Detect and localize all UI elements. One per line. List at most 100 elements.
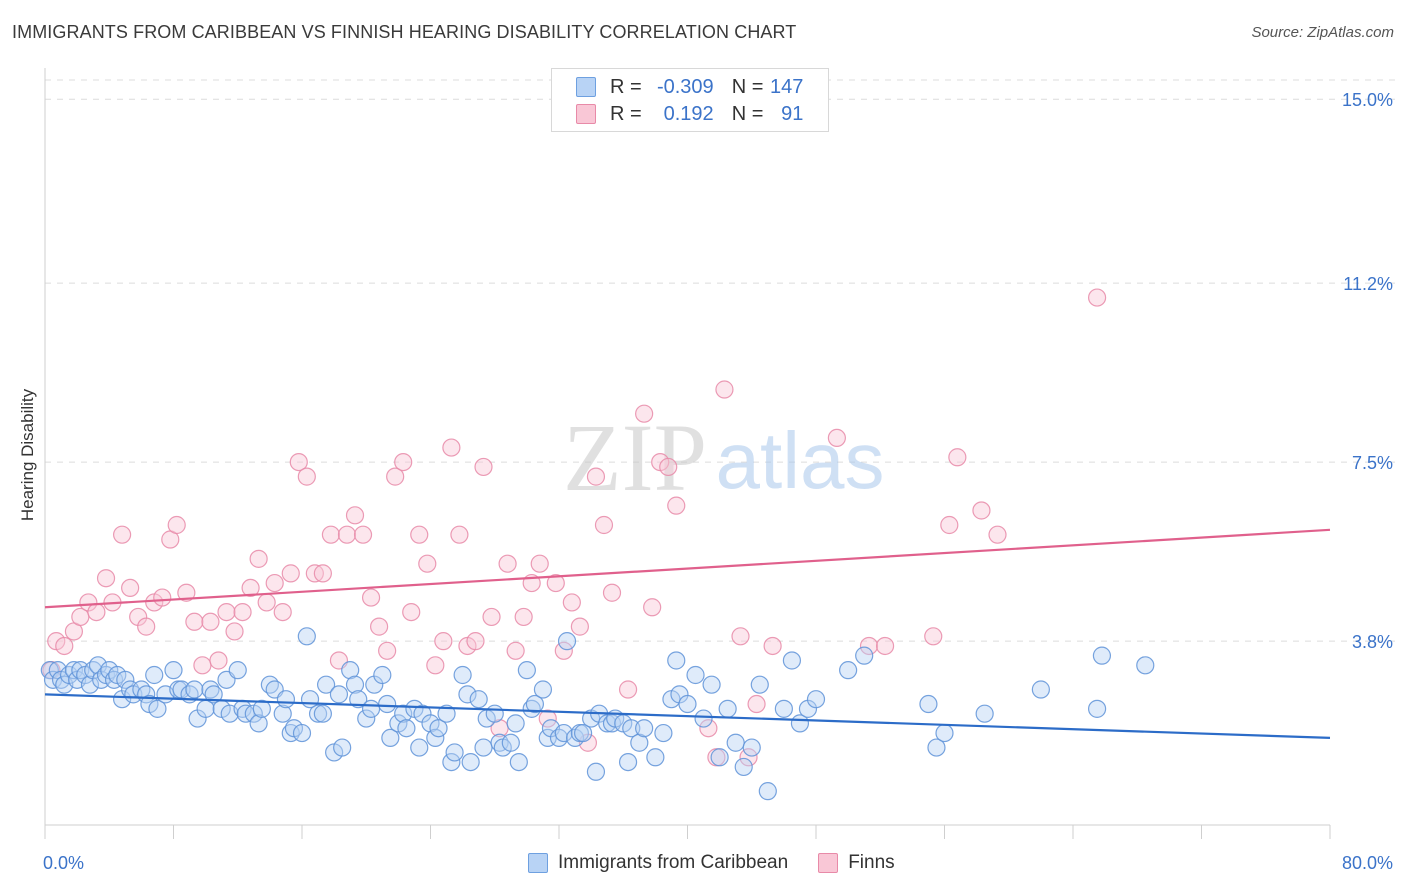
data-point	[694, 709, 713, 728]
y-axis-label: Hearing Disability	[18, 388, 37, 521]
data-point	[498, 554, 517, 573]
r-value: 0.192	[663, 102, 714, 125]
data-point	[193, 656, 212, 675]
data-point	[308, 704, 328, 723]
data-point	[501, 733, 520, 752]
data-point	[635, 404, 654, 423]
legend-row-caribbean: R = -0.309 N = 147	[576, 75, 803, 99]
data-point	[635, 719, 654, 738]
data-point	[517, 661, 536, 680]
data-point	[482, 607, 501, 627]
data-point	[466, 632, 485, 651]
data-point	[715, 380, 734, 399]
data-point	[381, 728, 400, 748]
data-point	[530, 554, 549, 573]
data-point	[418, 554, 437, 573]
legend-item-finns[interactable]: Finns	[818, 852, 895, 874]
data-point	[514, 607, 533, 627]
data-point	[228, 661, 247, 680]
data-point	[525, 694, 545, 714]
data-point	[442, 752, 461, 772]
data-point	[378, 694, 397, 714]
data-point	[1031, 680, 1050, 699]
data-point	[349, 690, 368, 709]
series-finns	[42, 288, 1107, 767]
data-point	[87, 602, 106, 622]
data-point	[116, 670, 135, 689]
data-point	[402, 602, 421, 622]
data-point	[252, 699, 271, 718]
data-point	[353, 525, 373, 544]
data-point	[875, 636, 895, 656]
data-point	[442, 438, 461, 457]
data-point	[782, 651, 802, 670]
data-point	[554, 723, 573, 743]
data-point	[774, 699, 793, 718]
data-point	[731, 627, 750, 646]
data-point	[297, 627, 316, 646]
data-point	[167, 515, 186, 535]
legend-label-finns: Finns	[848, 852, 895, 873]
blue-swatch-icon	[576, 77, 596, 97]
data-point	[361, 588, 381, 607]
data-point	[699, 719, 718, 738]
legend-item-caribbean[interactable]: Immigrants from Caribbean	[528, 852, 788, 874]
data-point	[594, 515, 614, 535]
y-tick-label: 15.0%	[1342, 90, 1393, 110]
data-point	[646, 748, 665, 767]
data-point	[622, 719, 641, 738]
data-point	[241, 578, 260, 598]
series-legend: Immigrants from Caribbean Finns	[528, 852, 925, 874]
data-point	[64, 661, 84, 680]
data-point	[546, 573, 565, 593]
data-point	[562, 593, 581, 612]
data-point	[678, 694, 697, 714]
chart-title: IMMIGRANTS FROM CARIBBEAN VS FINNISH HEA…	[12, 22, 797, 42]
data-point	[313, 704, 332, 723]
data-point	[710, 748, 729, 767]
data-point	[1087, 288, 1107, 307]
data-point	[394, 452, 413, 472]
data-point	[618, 752, 638, 772]
data-point	[602, 583, 622, 602]
data-point	[686, 665, 705, 685]
data-point	[378, 641, 397, 660]
data-point	[538, 709, 557, 728]
data-point	[659, 457, 678, 477]
data-point	[469, 690, 488, 709]
data-point	[410, 525, 429, 544]
data-point	[557, 632, 577, 651]
data-point	[474, 738, 493, 757]
y-tick-label: 11.2%	[1343, 274, 1393, 294]
data-point	[273, 704, 292, 723]
x-tick-label: 0.0%	[43, 853, 84, 873]
data-point	[316, 675, 336, 694]
data-point	[321, 525, 341, 544]
n-value: 147	[770, 75, 804, 98]
data-point	[972, 501, 991, 520]
n-label: N =	[731, 102, 764, 125]
data-point	[249, 549, 268, 568]
data-point	[426, 656, 445, 675]
data-point	[806, 690, 826, 709]
data-point	[370, 617, 389, 636]
data-point	[397, 719, 416, 738]
data-point	[533, 680, 553, 699]
chart-source: Source: ZipAtlas.com	[1251, 24, 1394, 41]
data-point	[506, 641, 525, 660]
data-point	[758, 782, 777, 801]
data-point	[927, 738, 946, 757]
data-point	[859, 636, 879, 656]
data-point	[80, 675, 100, 694]
data-point	[948, 448, 967, 467]
n-value: 91	[781, 102, 804, 125]
data-point	[750, 675, 769, 694]
data-point	[361, 699, 381, 718]
y-tick-label: 3.8%	[1352, 632, 1393, 652]
data-point	[554, 641, 573, 660]
data-point	[249, 714, 268, 733]
data-point	[225, 622, 244, 641]
data-point	[522, 699, 541, 718]
data-point	[394, 704, 413, 723]
data-point	[329, 685, 349, 704]
